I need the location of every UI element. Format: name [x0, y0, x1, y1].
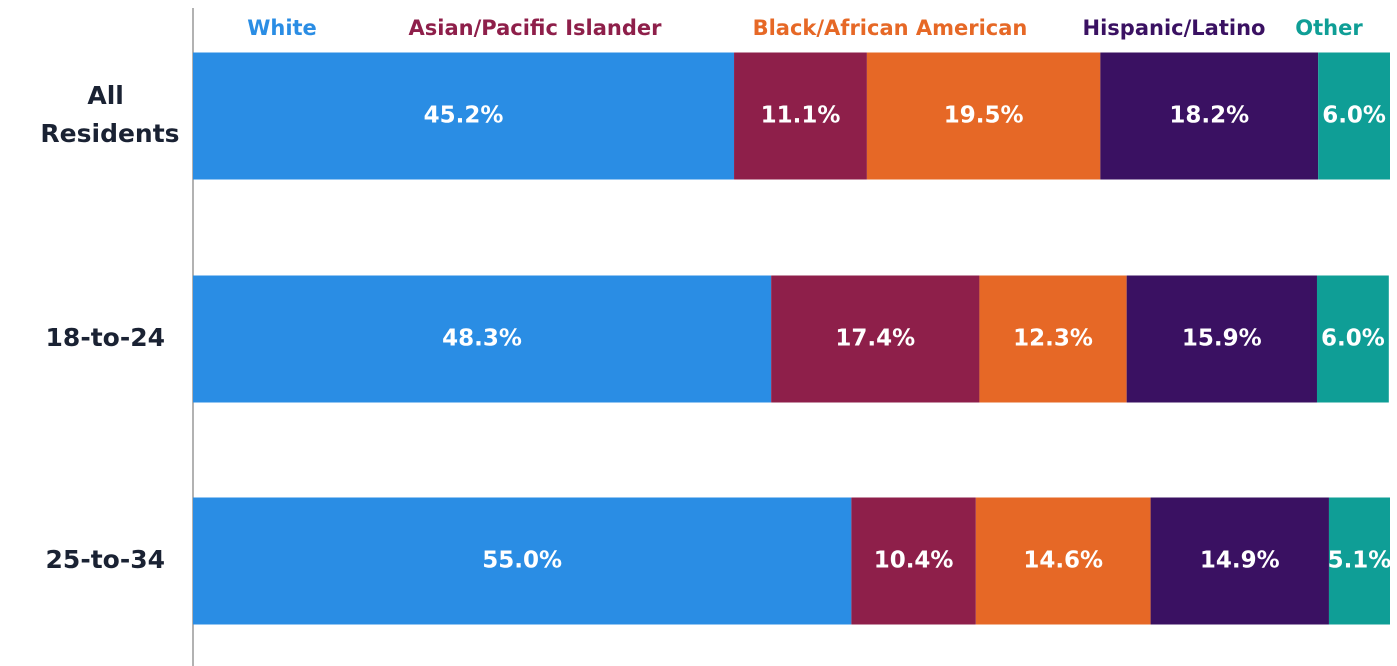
- bar-segment: [1318, 52, 1390, 180]
- value-label: 19.5%: [944, 103, 1024, 129]
- bar-segment: [1100, 52, 1319, 180]
- category-label: All Residents: [40, 81, 179, 148]
- value-label: 48.3%: [442, 326, 522, 352]
- value-label: 18.2%: [1169, 103, 1249, 129]
- bar-segment: [1126, 275, 1317, 403]
- value-label: 55.0%: [482, 548, 562, 574]
- bar-segment: [1316, 275, 1389, 403]
- legend-label: Black/African American: [753, 16, 1028, 40]
- bar-segment: [1150, 497, 1329, 625]
- legend-label: Other: [1295, 16, 1363, 40]
- bar-segment: [979, 275, 1127, 403]
- value-label: 17.4%: [835, 326, 915, 352]
- category-label: 18-to-24: [46, 323, 165, 352]
- category-label: 25-to-34: [46, 545, 165, 574]
- value-label: 6.0%: [1322, 103, 1386, 129]
- bar-segment: [193, 275, 772, 403]
- bar-segment: [193, 497, 852, 625]
- bar-segment: [771, 275, 980, 403]
- value-label: 14.9%: [1200, 548, 1280, 574]
- legend-label: Hispanic/Latino: [1083, 16, 1266, 40]
- legend-label: White: [247, 16, 317, 40]
- bar-segment: [734, 52, 867, 180]
- bar-segment: [193, 52, 735, 180]
- bar-segment: [1328, 497, 1390, 625]
- bar-segment: [851, 497, 976, 625]
- value-label: 10.4%: [874, 548, 954, 574]
- value-label: 14.6%: [1023, 548, 1103, 574]
- value-label: 15.9%: [1182, 326, 1262, 352]
- value-label: 11.1%: [761, 103, 841, 129]
- legend-label: Asian/Pacific Islander: [409, 16, 663, 40]
- bar-segment: [975, 497, 1151, 625]
- value-label: 45.2%: [424, 103, 504, 129]
- value-label: 12.3%: [1013, 326, 1093, 352]
- bar-segment: [866, 52, 1101, 180]
- value-label: 6.0%: [1321, 326, 1385, 352]
- value-label: 5.1%: [1328, 548, 1392, 574]
